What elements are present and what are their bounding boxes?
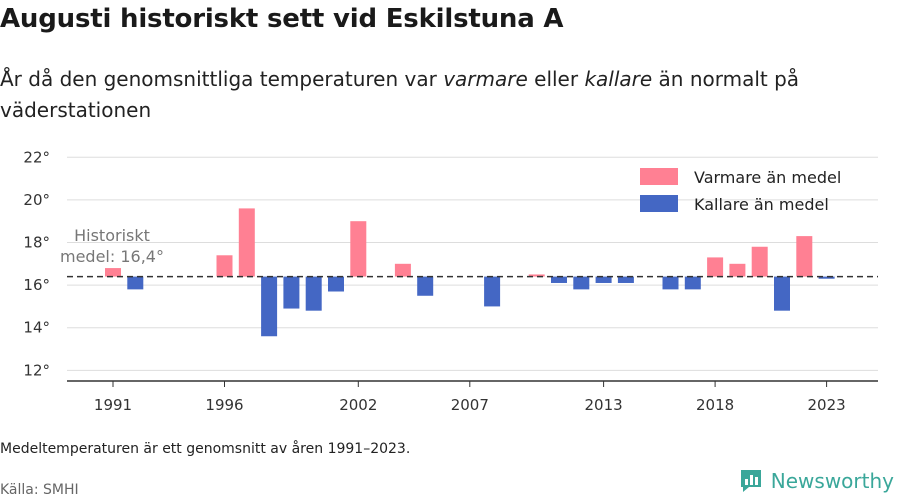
subtitle-text-1: År då den genomsnittliga temperaturen va… <box>0 67 444 91</box>
y-tick-label: 14° <box>23 319 50 337</box>
bar-cold <box>595 276 612 283</box>
legend-label-cold: Kallare än medel <box>694 195 829 214</box>
y-tick-label: 22° <box>23 148 50 166</box>
x-tick-label: 2007 <box>451 396 489 414</box>
bar-warm <box>729 263 746 277</box>
bar-cold <box>283 276 300 309</box>
bar-cold <box>573 276 590 290</box>
bar-cold <box>328 276 344 292</box>
bar-cold <box>261 276 278 337</box>
legend-swatch-cold <box>640 195 678 212</box>
y-tick-label: 16° <box>23 276 50 294</box>
baseline-annotation-line: Historiskt <box>74 226 150 245</box>
bar-cold <box>127 276 144 290</box>
bar-cold <box>617 276 634 283</box>
chart-subtitle: År då den genomsnittliga temperaturen va… <box>0 64 860 126</box>
y-tick-label: 12° <box>23 361 50 379</box>
bar-cold <box>305 276 322 311</box>
bar-cold <box>551 276 567 283</box>
bars <box>105 208 835 337</box>
bar-warm <box>707 257 724 277</box>
bar-cold <box>818 276 835 279</box>
bar-warm <box>105 268 121 277</box>
y-tick-label: 18° <box>23 233 50 251</box>
x-axis: 1991 1996 2002 2007 2013 2018 2023 <box>67 380 878 414</box>
subtitle-warm-word: varmare <box>443 67 528 91</box>
y-axis-labels: 12° 14° 16° 18° 20° 22° <box>23 148 50 379</box>
x-tick-label: 2013 <box>585 396 623 414</box>
baseline-annotation-line: medel: 16,4° <box>60 247 164 266</box>
bar-chart: 12° 14° 16° 18° 20° 22° 1991 1996 2002 2007 2013 2… <box>23 148 878 414</box>
y-tick-label: 20° <box>23 191 50 209</box>
bar-cold <box>662 276 679 290</box>
bar-cold <box>684 276 701 290</box>
legend: Varmare än medel Kallare än medel <box>640 168 841 214</box>
grid-lines <box>67 156 878 371</box>
bar-warm <box>238 208 255 277</box>
brand-name: Newsworthy <box>770 469 894 493</box>
bar-warm <box>350 221 367 277</box>
brand-logo: Newsworthy <box>739 468 894 494</box>
bar-cold <box>774 276 790 311</box>
bar-warm <box>528 274 545 277</box>
newsworthy-logo-icon <box>740 470 761 492</box>
source-label: Källa: SMHI <box>0 482 79 498</box>
footnote: Medeltemperaturen är ett genomsnitt av å… <box>0 441 411 457</box>
x-tick-label: 2002 <box>339 396 377 414</box>
bar-warm <box>796 236 813 277</box>
chart-title: Augusti historiskt sett vid Eskilstuna A <box>0 4 564 34</box>
bar-cold <box>484 276 501 307</box>
baseline-annotation: Historiskt medel: 16,4° <box>60 226 878 278</box>
x-tick-label: 1996 <box>205 396 243 414</box>
x-tick-label: 2018 <box>696 396 734 414</box>
x-tick-label: 1991 <box>94 396 132 414</box>
bar-warm <box>751 246 768 277</box>
subtitle-cold-word: kallare <box>584 67 653 91</box>
bar-warm <box>216 255 233 277</box>
bar-cold <box>417 276 434 296</box>
legend-swatch-warm <box>640 168 678 185</box>
bar-warm <box>394 263 411 277</box>
x-tick-label: 2023 <box>808 396 846 414</box>
subtitle-text-2: eller <box>527 67 585 91</box>
legend-label-warm: Varmare än medel <box>694 168 841 187</box>
subtitle-text-3: än normalt på väderstationen <box>0 67 800 122</box>
